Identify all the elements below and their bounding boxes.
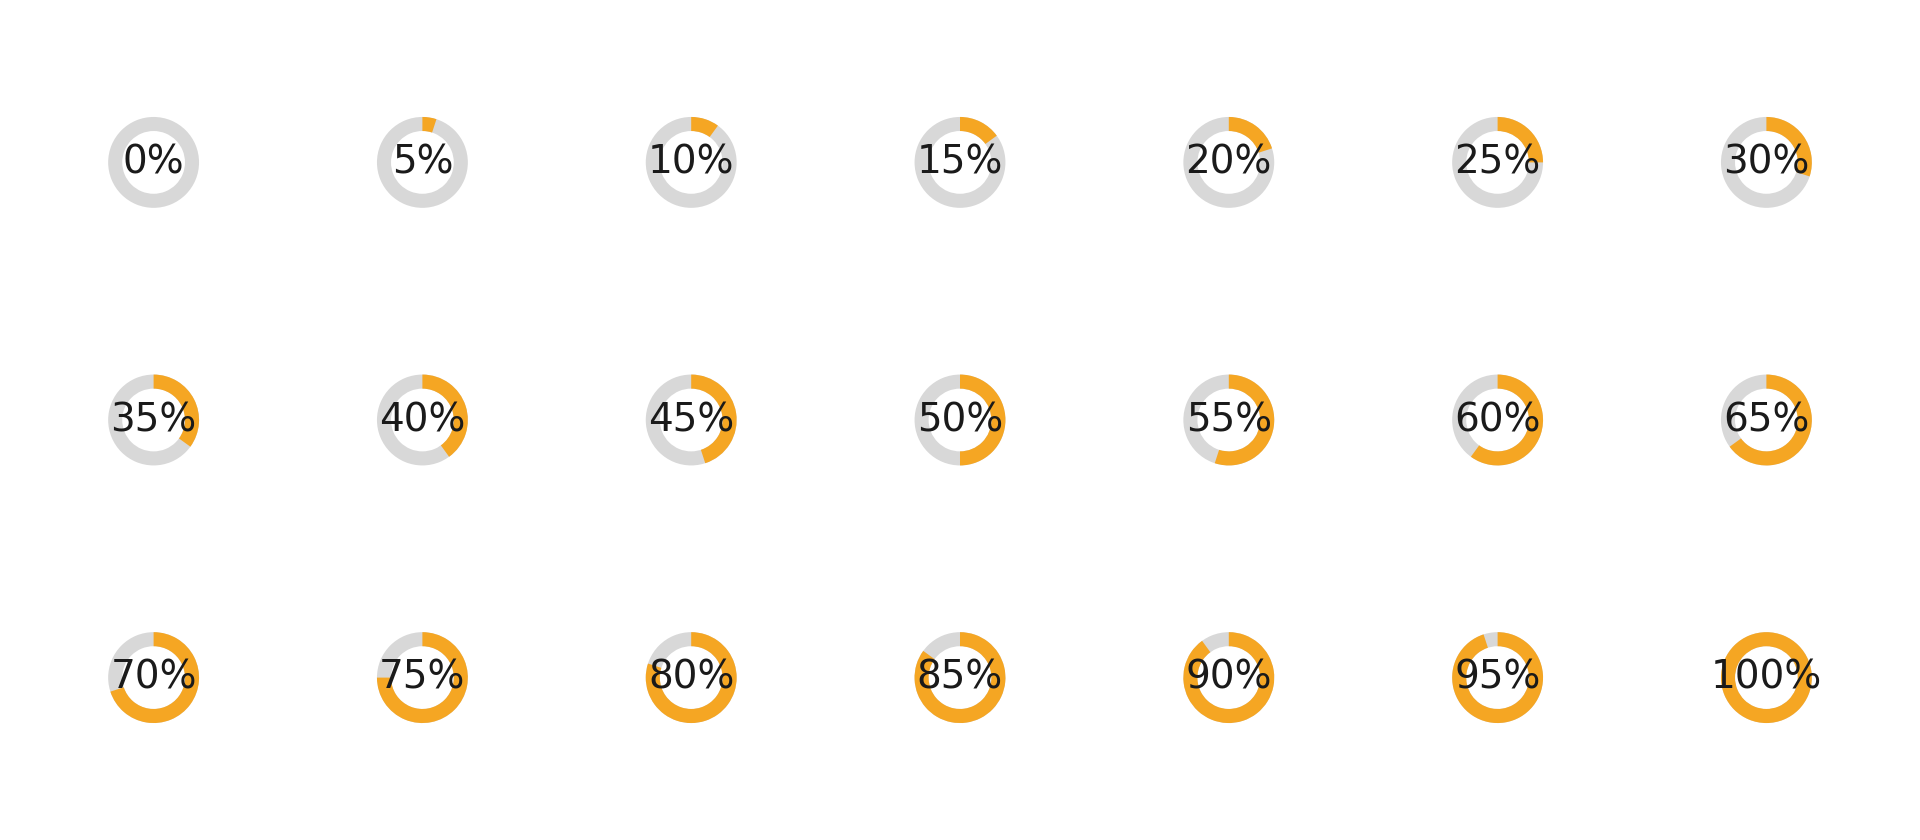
Wedge shape (914, 375, 1006, 465)
Text: 35%: 35% (111, 401, 196, 439)
Wedge shape (691, 375, 737, 463)
Wedge shape (1766, 117, 1812, 176)
Text: 20%: 20% (1187, 144, 1271, 181)
Wedge shape (1452, 633, 1544, 723)
Wedge shape (108, 375, 200, 465)
Text: 100%: 100% (1711, 659, 1822, 696)
Wedge shape (109, 633, 200, 723)
Wedge shape (376, 633, 468, 723)
Wedge shape (1720, 633, 1812, 723)
Text: 55%: 55% (1187, 401, 1271, 439)
Wedge shape (154, 375, 200, 447)
Wedge shape (376, 117, 468, 207)
Wedge shape (691, 117, 718, 137)
Wedge shape (1452, 375, 1544, 465)
Text: 80%: 80% (649, 659, 733, 696)
Text: 70%: 70% (109, 659, 198, 696)
Wedge shape (645, 117, 737, 207)
Wedge shape (1183, 633, 1275, 723)
Wedge shape (645, 633, 737, 723)
Wedge shape (960, 375, 1006, 465)
Text: 50%: 50% (918, 401, 1002, 439)
Wedge shape (914, 633, 1006, 723)
Text: 75%: 75% (380, 659, 465, 696)
Text: 65%: 65% (1724, 401, 1809, 439)
Text: 10%: 10% (647, 144, 735, 181)
Wedge shape (960, 117, 996, 144)
Wedge shape (1720, 117, 1812, 207)
Wedge shape (376, 633, 468, 723)
Wedge shape (1183, 117, 1275, 207)
Wedge shape (1229, 117, 1273, 153)
Wedge shape (914, 117, 1006, 207)
Text: 90%: 90% (1185, 659, 1273, 696)
Wedge shape (1720, 633, 1812, 723)
Text: 60%: 60% (1453, 401, 1542, 439)
Text: 15%: 15% (918, 144, 1002, 181)
Wedge shape (1471, 375, 1544, 465)
Text: 5%: 5% (392, 144, 453, 181)
Text: 0%: 0% (123, 144, 184, 181)
Wedge shape (108, 633, 200, 723)
Text: 40%: 40% (380, 401, 465, 439)
Text: 85%: 85% (918, 659, 1002, 696)
Wedge shape (645, 633, 737, 723)
Wedge shape (1452, 633, 1544, 723)
Wedge shape (1720, 375, 1812, 465)
Text: 25%: 25% (1455, 144, 1540, 181)
Wedge shape (108, 117, 200, 207)
Wedge shape (1452, 117, 1544, 207)
Text: 30%: 30% (1724, 144, 1809, 181)
Text: 95%: 95% (1455, 659, 1540, 696)
Wedge shape (914, 633, 1006, 723)
Wedge shape (1215, 375, 1275, 465)
Wedge shape (1183, 633, 1275, 723)
Wedge shape (1498, 117, 1544, 162)
Wedge shape (1183, 375, 1275, 465)
Text: 45%: 45% (649, 401, 733, 439)
Wedge shape (1730, 375, 1812, 465)
Wedge shape (422, 375, 468, 457)
Wedge shape (422, 117, 436, 133)
Wedge shape (645, 375, 737, 465)
Wedge shape (376, 375, 468, 465)
